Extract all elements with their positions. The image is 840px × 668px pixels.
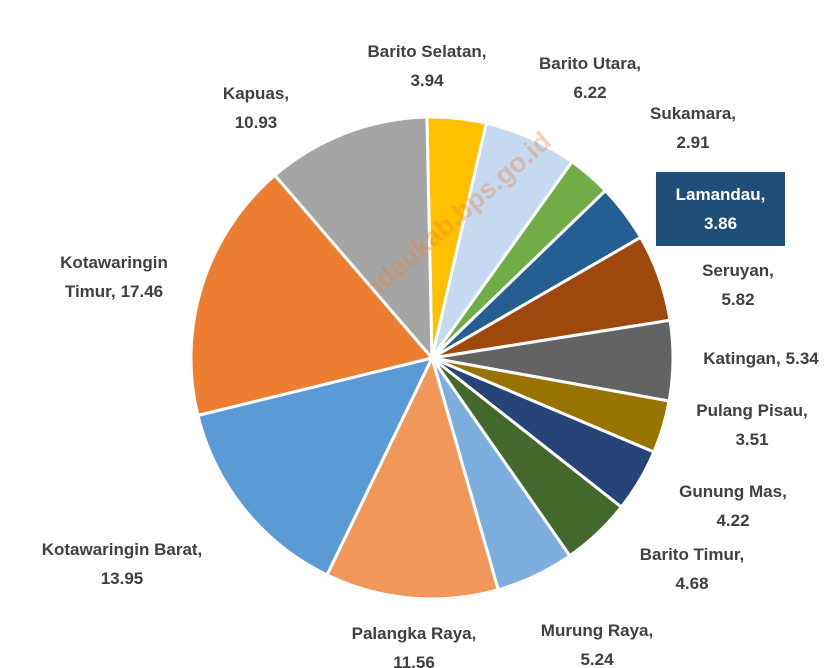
label-value: 5.82 — [721, 290, 755, 309]
label-value: 3.51 — [735, 430, 769, 449]
data-label: Gunung Mas, 4.22 — [663, 477, 803, 535]
pie-slice — [196, 355, 435, 577]
label-value: 4.68 — [675, 574, 709, 593]
label-value: 10.93 — [234, 113, 278, 132]
label-name: Kapuas, — [222, 84, 290, 103]
label-name: Barito Timur, — [639, 545, 745, 564]
label-value: 13.95 — [100, 569, 144, 588]
label-value: 2.91 — [676, 133, 710, 152]
data-label: Seruyan, 5.82 — [678, 256, 798, 314]
label-name: Barito Utara, — [538, 54, 642, 73]
label-name: Katingan, — [703, 349, 781, 368]
pie-slice — [189, 173, 435, 418]
data-label: Barito Selatan, 3.94 — [347, 37, 507, 95]
data-label: Kotawaringin Barat, 13.95 — [2, 535, 242, 593]
data-label: Katingan, 5.34 — [682, 344, 840, 373]
label-name: Kotawaringin Barat, — [41, 540, 203, 559]
label-name: Lamandau, — [675, 185, 766, 204]
label-name: Barito Selatan, — [367, 42, 487, 61]
label-value: 5.34 — [785, 349, 819, 368]
label-value: 17.46 — [120, 282, 164, 301]
data-label: Lamandau, 3.86 — [656, 172, 785, 246]
data-label: Barito Timur, 4.68 — [622, 540, 762, 598]
label-name: Pulang Pisau, — [696, 401, 808, 420]
data-label: Pulang Pisau, 3.51 — [682, 396, 822, 454]
data-label: Murung Raya, 5.24 — [517, 616, 677, 668]
data-label: Sukamara, 2.91 — [628, 99, 758, 157]
label-name: Kotawaringin Timur, — [60, 253, 168, 301]
data-label: Kotawaringin Timur, 17.46 — [44, 248, 184, 306]
label-name: Murung Raya, — [540, 621, 654, 640]
label-name: Seruyan, — [702, 261, 774, 280]
label-name: Palangka Raya, — [351, 624, 477, 643]
label-value: 3.94 — [410, 71, 444, 90]
pie-slice — [272, 115, 434, 363]
label-name: Gunung Mas, — [679, 482, 787, 501]
label-value: 5.24 — [580, 650, 614, 668]
label-value: 4.22 — [716, 511, 750, 530]
label-value: 3.86 — [703, 214, 738, 233]
label-value: 11.56 — [393, 653, 435, 668]
label-name: Sukamara, — [650, 104, 736, 123]
data-label: Kapuas, 10.93 — [196, 79, 316, 137]
data-label: Barito Utara, 6.22 — [515, 49, 665, 107]
label-value: 6.22 — [573, 83, 607, 102]
data-label: Palangka Raya, 11.56 — [319, 619, 509, 668]
pie-slice — [325, 353, 501, 601]
